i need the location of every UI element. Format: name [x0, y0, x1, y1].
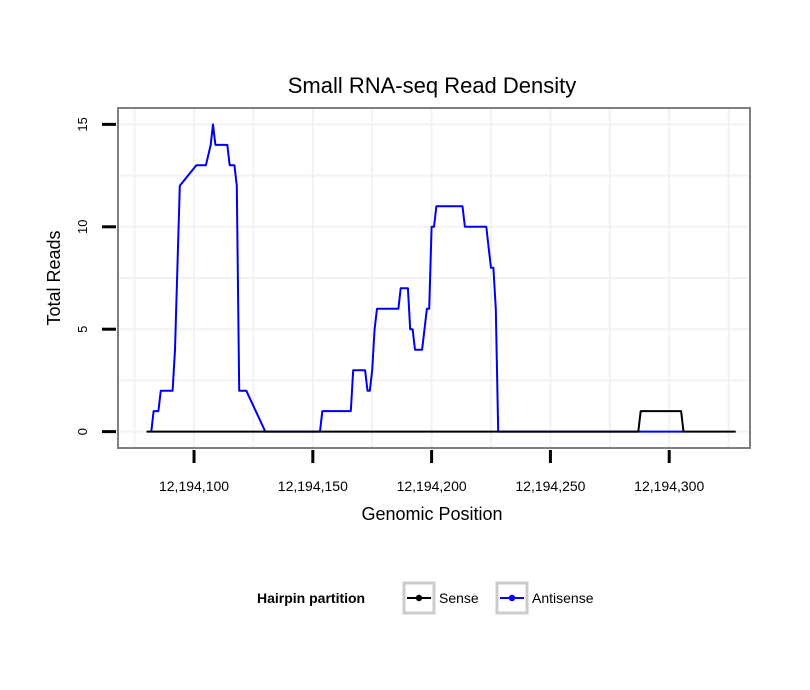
grid-lines [118, 108, 750, 448]
y-tick-label: 0 [75, 428, 90, 435]
series-line-antisense [150, 123, 684, 433]
y-axis-label: Total Reads [44, 230, 64, 325]
x-tick-label: 12,194,250 [515, 478, 585, 494]
chart-title: Small RNA-seq Read Density [288, 73, 577, 98]
x-axis-label: Genomic Position [361, 504, 502, 524]
x-tick-label: 12,194,100 [159, 478, 229, 494]
x-tick-label: 12,194,150 [278, 478, 348, 494]
y-axis: 0 5 10 15 [75, 117, 116, 435]
legend-label-antisense: Antisense [532, 590, 594, 606]
y-tick-label: 15 [75, 117, 90, 131]
x-axis: 12,194,100 12,194,150 12,194,200 12,194,250… [159, 450, 704, 494]
series-line-sense [146, 410, 736, 433]
legend-key-point [415, 594, 423, 602]
x-tick-label: 12,194,300 [634, 478, 704, 494]
legend: Hairpin partition Sense Antisense [257, 581, 594, 615]
y-tick-label: 10 [75, 220, 90, 234]
legend-label-sense: Sense [439, 590, 479, 606]
legend-title: Hairpin partition [257, 590, 365, 606]
legend-key-point [508, 594, 516, 602]
plot-border [117, 107, 751, 449]
series-lines [146, 123, 736, 433]
x-tick-label: 12,194,200 [397, 478, 467, 494]
y-tick-label: 5 [75, 326, 90, 333]
